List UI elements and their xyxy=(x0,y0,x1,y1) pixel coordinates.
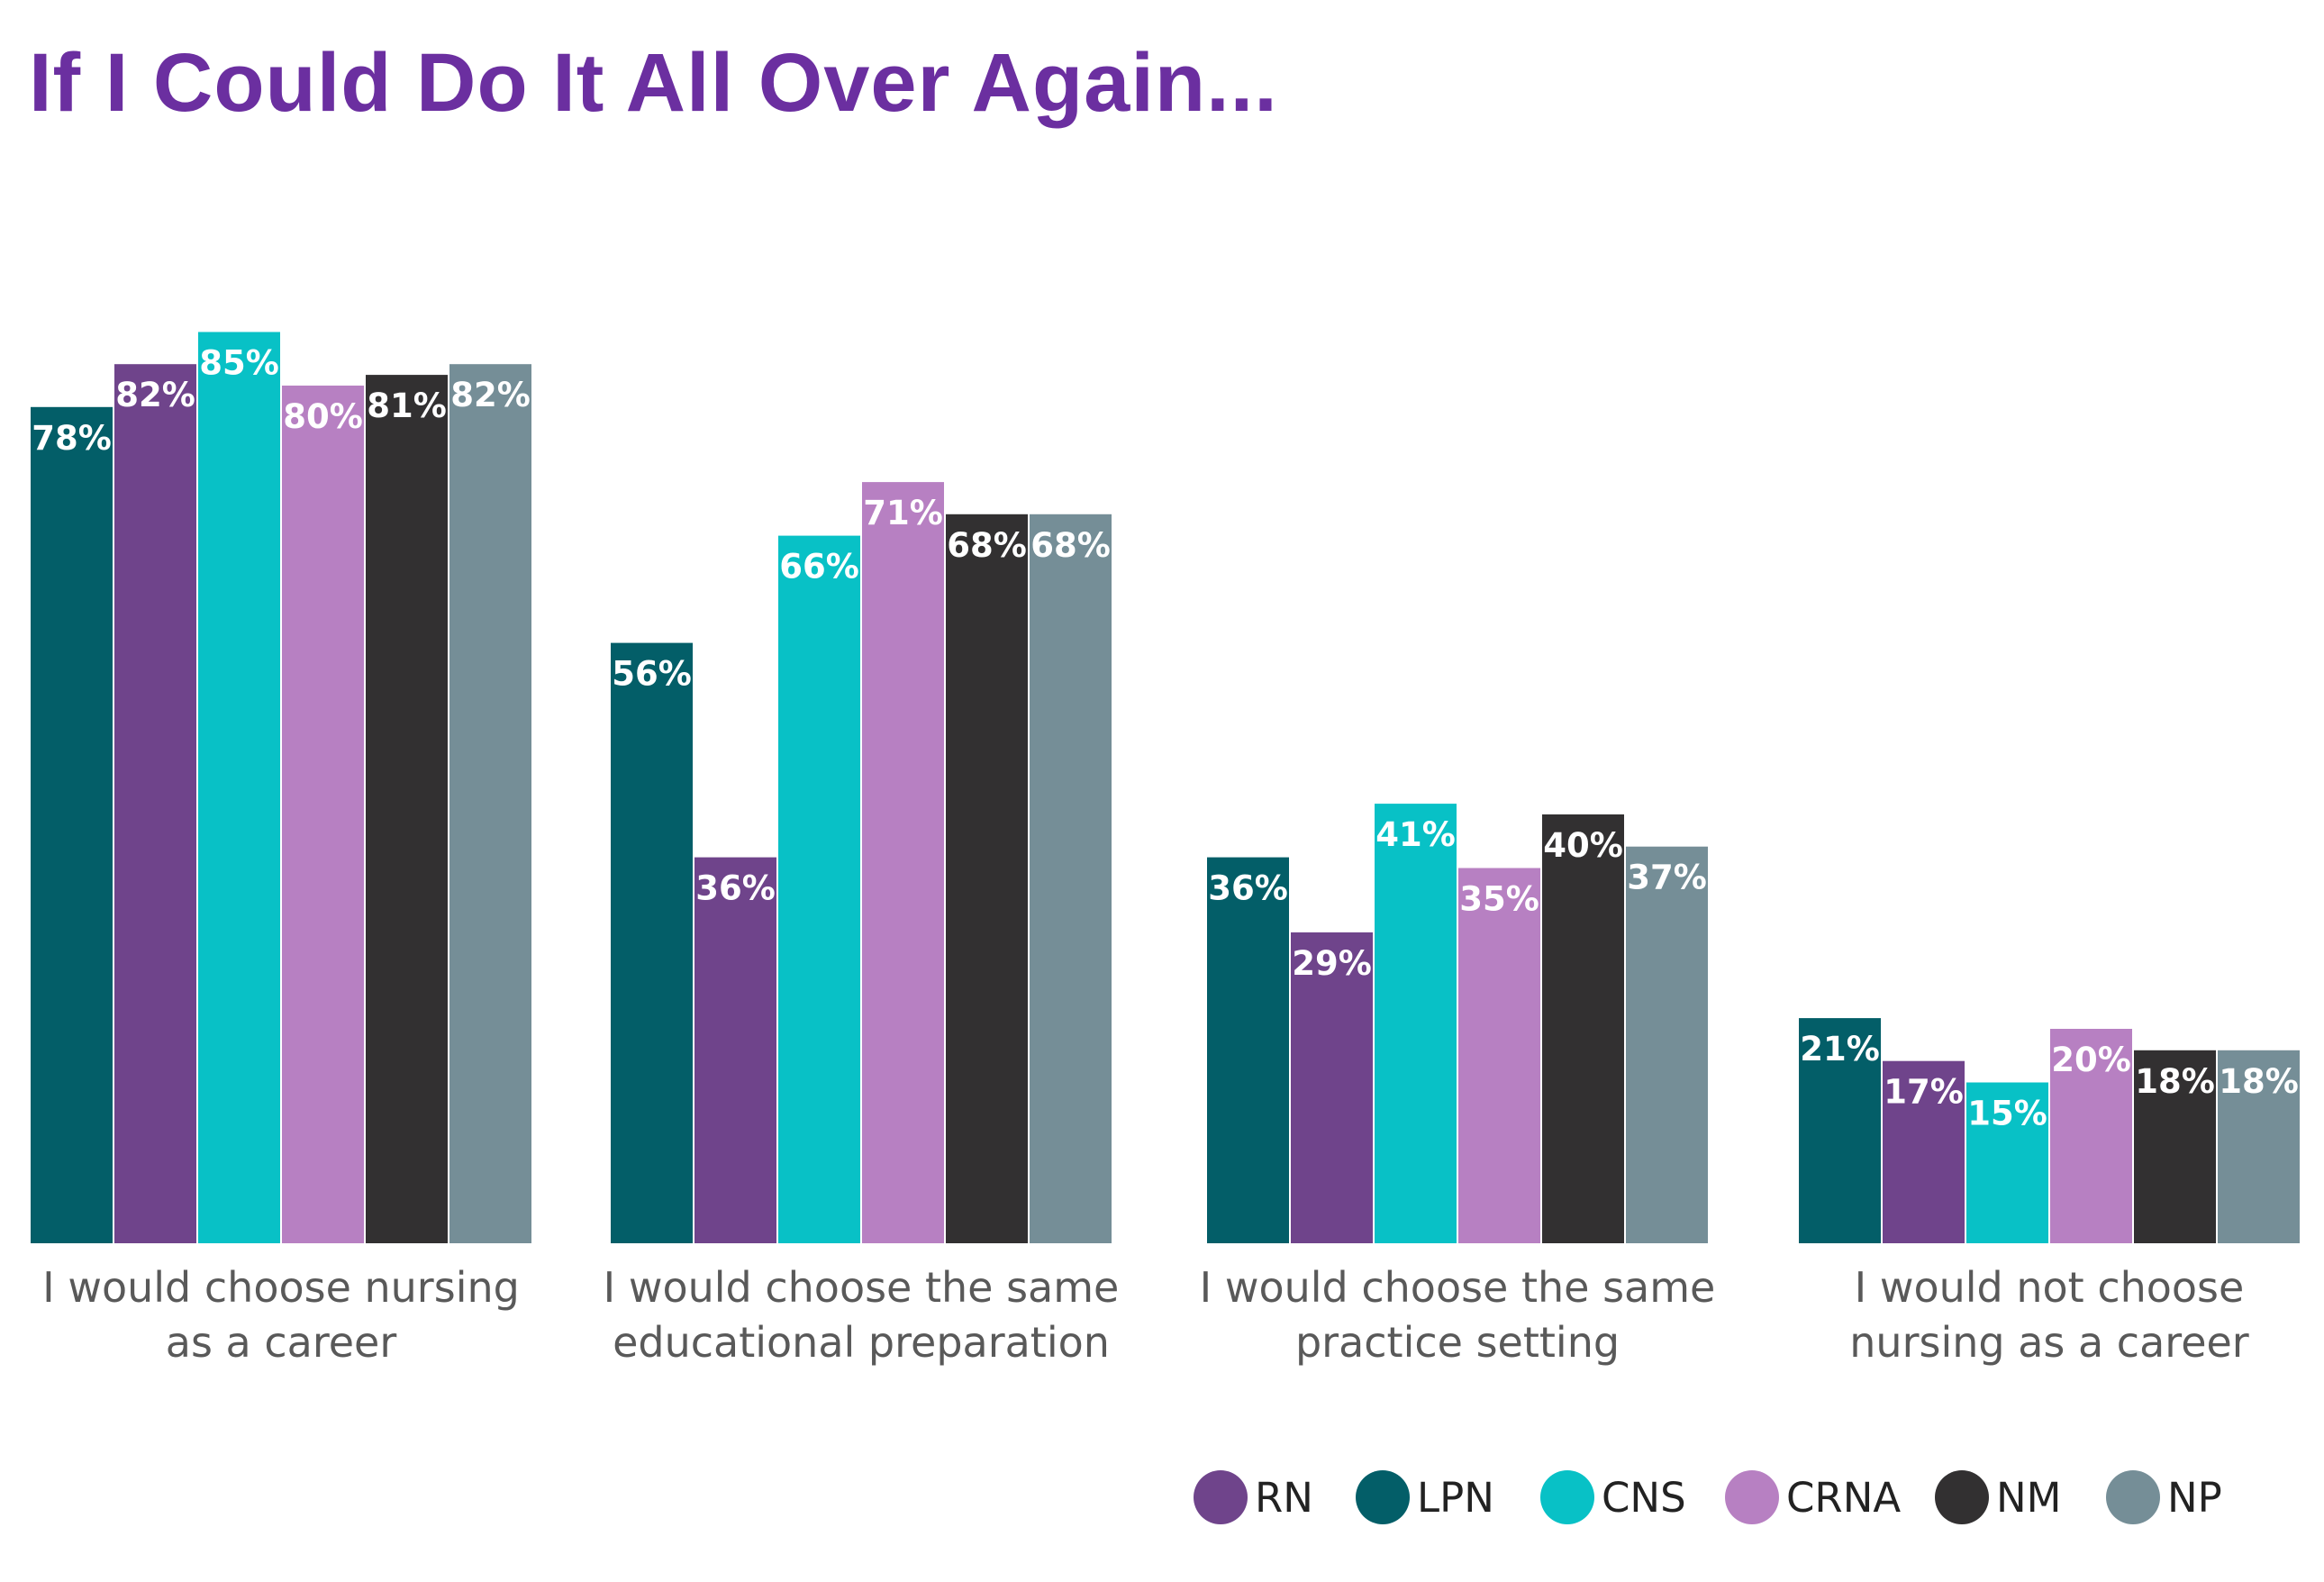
value-label-rn-3: 29% xyxy=(1292,944,1372,983)
bar-cns-2 xyxy=(778,535,860,1243)
legend-label-crna: CRNA xyxy=(1786,1474,1901,1522)
value-label-rn-4: 17% xyxy=(1884,1073,1964,1112)
value-label-cns-2: 66% xyxy=(779,548,859,586)
value-label-nm-1: 81% xyxy=(367,386,447,425)
legend-label-lpn: LPN xyxy=(1417,1474,1494,1522)
category-label-4: I would not choose nursing as a career xyxy=(1849,1263,2249,1367)
bar-np-2 xyxy=(1030,514,1112,1243)
bar-crna-4 xyxy=(2050,1029,2132,1243)
value-label-nm-4: 18% xyxy=(2135,1062,2215,1101)
legend-item-np: NP xyxy=(2106,1470,2222,1524)
bar-lpn-2 xyxy=(611,642,693,1243)
legend-label-cns: CNS xyxy=(1602,1474,1686,1522)
legend-item-nm: NM xyxy=(1935,1470,2062,1524)
bar-crna-3 xyxy=(1458,868,1540,1243)
legend-swatch-nm xyxy=(1935,1470,1989,1524)
value-label-rn-2: 36% xyxy=(695,869,776,908)
category-label-1: I would choose nursing as a career xyxy=(42,1263,520,1367)
legend-swatch-cns xyxy=(1540,1470,1594,1524)
value-labels-layer: 78%82%85%80% 81% 82%56%36%66%71%68% 68%36%2… xyxy=(32,344,2299,1133)
bar-np-4 xyxy=(2218,1050,2300,1243)
value-label-np-1: 82% xyxy=(450,376,531,414)
value-label-np-2: 68% xyxy=(1030,526,1111,565)
value-label-rn-1: 82% xyxy=(115,376,195,414)
legend-swatch-crna xyxy=(1725,1470,1779,1524)
value-label-lpn-1: 78% xyxy=(32,419,112,458)
legend-label-np: NP xyxy=(2167,1474,2222,1522)
bar-cns-4 xyxy=(1966,1082,2048,1243)
value-label-nm-3: 40% xyxy=(1543,826,1623,865)
category-label-2: I would choose the same educational prepa… xyxy=(604,1263,1120,1367)
legend-item-cns: CNS xyxy=(1540,1470,1686,1524)
bar-cns-3 xyxy=(1375,804,1457,1243)
bar-lpn-4 xyxy=(1799,1018,1881,1243)
legend: RN LPN CNS CRNA NM NP xyxy=(1194,1470,2222,1524)
value-label-nm-2: 68% xyxy=(947,526,1027,565)
bar-rn-3 xyxy=(1291,932,1373,1243)
bar-rn-1 xyxy=(114,364,196,1243)
value-label-cns-4: 15% xyxy=(1967,1095,2047,1133)
legend-swatch-rn xyxy=(1194,1470,1248,1524)
value-label-crna-2: 71% xyxy=(863,494,943,532)
bars-layer xyxy=(31,332,2300,1244)
chart-title: If I Could Do It All Over Again... xyxy=(29,37,1278,129)
legend-swatch-lpn xyxy=(1356,1470,1410,1524)
legend-item-lpn: LPN xyxy=(1356,1470,1494,1524)
legend-swatch-np xyxy=(2106,1470,2160,1524)
value-label-crna-1: 80% xyxy=(283,397,363,436)
bar-np-1 xyxy=(449,364,531,1243)
value-label-lpn-3: 36% xyxy=(1208,869,1288,908)
value-label-cns-3: 41% xyxy=(1375,815,1456,854)
legend-item-rn: RN xyxy=(1194,1470,1313,1524)
value-label-cns-1: 85% xyxy=(199,344,279,383)
bar-lpn-3 xyxy=(1207,857,1289,1243)
legend-label-rn: RN xyxy=(1255,1474,1313,1522)
bar-nm-4 xyxy=(2134,1050,2216,1243)
value-label-lpn-4: 21% xyxy=(1800,1030,1880,1068)
legend-item-crna: CRNA xyxy=(1725,1470,1901,1524)
bar-crna-1 xyxy=(282,386,364,1243)
bar-crna-2 xyxy=(862,482,944,1243)
value-label-lpn-2: 56% xyxy=(612,655,692,694)
bar-nm-1 xyxy=(366,375,448,1244)
bar-np-3 xyxy=(1626,846,1708,1243)
value-label-np-4: 18% xyxy=(2219,1062,2299,1101)
category-label-3: I would choose the same practice setting xyxy=(1200,1263,1716,1367)
bar-lpn-1 xyxy=(31,406,113,1243)
value-label-crna-4: 20% xyxy=(2051,1041,2131,1079)
value-label-crna-3: 35% xyxy=(1459,880,1539,919)
legend-label-nm: NM xyxy=(1996,1474,2062,1522)
value-label-np-3: 37% xyxy=(1627,859,1707,897)
bar-rn-2 xyxy=(694,857,776,1243)
bar-nm-2 xyxy=(946,514,1028,1243)
bar-rn-4 xyxy=(1883,1060,1965,1243)
bar-nm-3 xyxy=(1542,814,1624,1243)
bar-cns-1 xyxy=(198,332,280,1243)
category-labels-layer: I would choose nursing as a career I would… xyxy=(42,1263,2249,1367)
